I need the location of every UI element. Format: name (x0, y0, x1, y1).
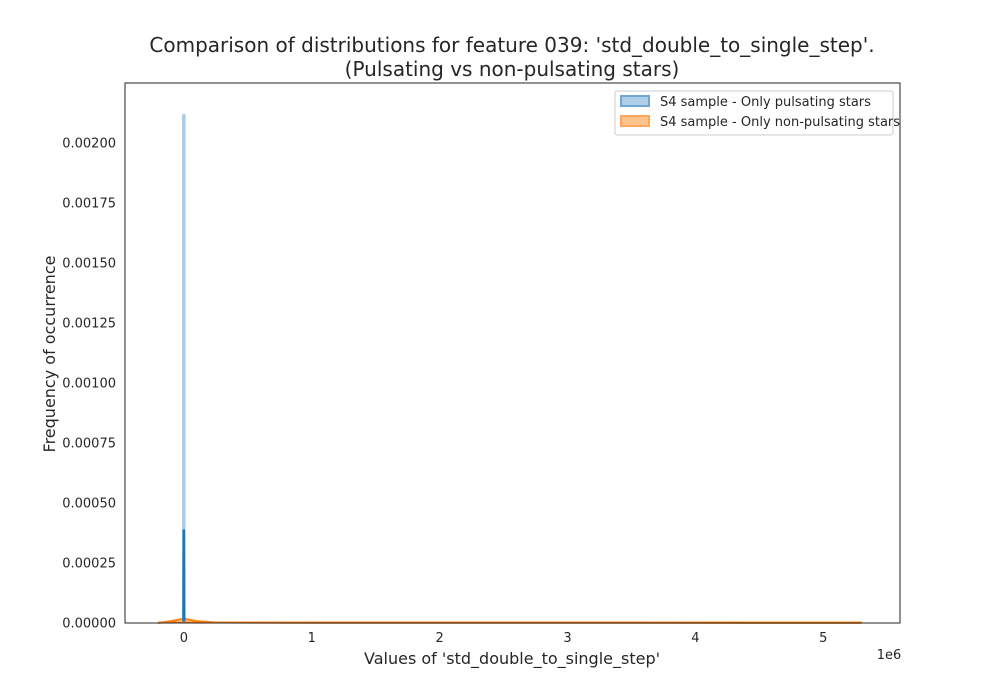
hist-bar-pulsating (182, 114, 186, 623)
legend-label-pulsating: S4 sample - Only pulsating stars (660, 95, 871, 110)
x-axis-label: Values of 'std_double_to_single_step' (364, 649, 660, 669)
legend: S4 sample - Only pulsating stars S4 samp… (614, 90, 900, 136)
legend-label-non-pulsating: S4 sample - Only non-pulsating stars (660, 115, 900, 130)
x-tick-label: 3 (563, 631, 571, 646)
plot-area: 0 1 2 3 4 5 0.00000 0.00025 0.00050 0.00075 0.0010… (62, 82, 901, 646)
x-tick-label: 1 (308, 631, 316, 646)
x-offset-label: 1e6 (877, 648, 902, 663)
plot-frame (124, 82, 901, 624)
kde-line-pulsating (182, 529, 186, 624)
y-tick-label: 0.00150 (62, 257, 116, 272)
y-tick-label: 0.00050 (62, 497, 116, 512)
y-tick-label: 0.00025 (62, 557, 116, 572)
chart-title-line1: Comparison of distributions for feature … (149, 33, 874, 57)
legend-swatch-non-pulsating (620, 115, 650, 127)
y-axis-label: Frequency of occurrence (40, 256, 59, 453)
y-tick-label: 0.00125 (62, 317, 116, 332)
chart-title-line2: (Pulsating vs non-pulsating stars) (345, 57, 680, 81)
y-tick-label: 0.00175 (62, 197, 116, 212)
y-tick-label: 0.00200 (62, 137, 116, 152)
x-tick-label: 2 (435, 631, 443, 646)
x-tick-label: 0 (180, 631, 188, 646)
plot-background (125, 83, 900, 623)
legend-frame (614, 90, 894, 136)
y-tick-label: 0.00075 (62, 437, 116, 452)
y-tick-label: 0.00000 (62, 617, 116, 632)
x-tick-label: 5 (819, 631, 827, 646)
y-tick-label: 0.00100 (62, 377, 116, 392)
legend-swatch-pulsating (620, 95, 650, 107)
x-tick-label: 4 (691, 631, 699, 646)
